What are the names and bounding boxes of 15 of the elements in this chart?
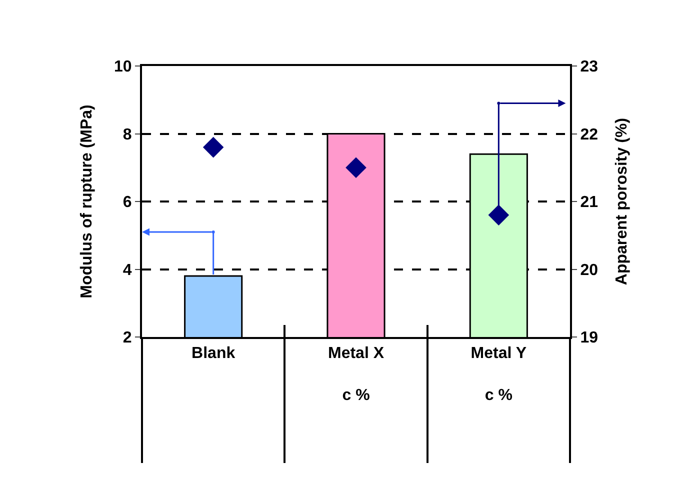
y2-axis-title: Apparent porosity (%) <box>613 118 630 286</box>
category-label: Metal Y c % <box>470 345 527 404</box>
y-tick-label: 10 <box>114 58 132 76</box>
y2-tick-label: 23 <box>580 58 598 76</box>
y2-tick-label: 22 <box>580 126 598 144</box>
y2-tick-label: 19 <box>580 330 598 347</box>
x-tick-label: Blank <box>192 345 236 362</box>
y2-tick-label: 21 <box>580 194 598 212</box>
category-label: Metal X c % <box>328 345 384 404</box>
y-axis-title: Modulus of rupture (MPa) <box>78 104 96 298</box>
y-tick-label: 2 <box>122 330 132 347</box>
y2-tick-label: 20 <box>580 262 598 279</box>
y-tick-label: 6 <box>122 194 132 212</box>
y-tick-label: 4 <box>122 262 132 279</box>
y-tick-label: 8 <box>122 126 132 144</box>
